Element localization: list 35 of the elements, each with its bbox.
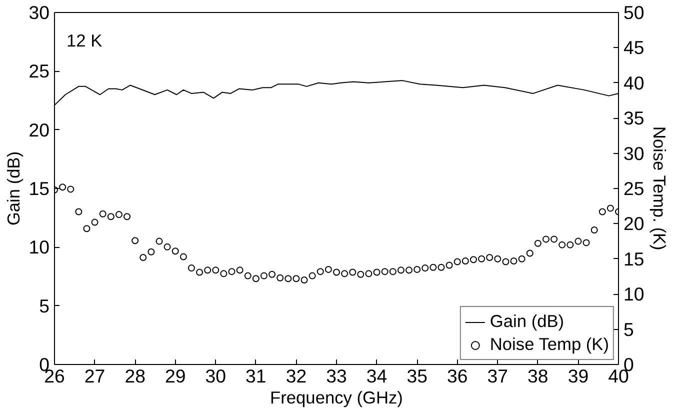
x-tick-label: 34 (366, 366, 388, 386)
y-tick-label: 10 (28, 236, 50, 258)
y-tick-label: 15 (28, 178, 50, 199)
y-tick-label: 25 (28, 60, 50, 82)
x-tick-label: 28 (124, 366, 146, 386)
x-tick-label: 30 (205, 366, 226, 386)
x-tick-label: 31 (246, 366, 266, 386)
y-axis-title: Gain (dB) (4, 151, 24, 226)
y2-tick-label: 50 (624, 2, 644, 23)
y2-tick-label: 5 (624, 318, 634, 340)
y-tick-label: 30 (28, 2, 50, 23)
y-tick-label: 20 (28, 119, 50, 140)
y2-tick-label: 30 (624, 142, 644, 164)
y2-tick-label: 35 (624, 108, 644, 129)
x-tick-label: 29 (164, 366, 186, 386)
annotation: 12 K (66, 30, 103, 50)
legend-label: Gain (dB) (490, 311, 564, 332)
y-tick-label: 5 (39, 295, 50, 316)
y2-tick-label: 40 (624, 72, 644, 94)
x-tick-label: 39 (568, 366, 589, 386)
y2-axis-title: Noise Temp. (K) (649, 126, 670, 250)
legend-label: Noise Temp (K) (490, 334, 609, 355)
y2-tick-label: 25 (624, 178, 644, 199)
y2-tick-label: 15 (624, 248, 644, 270)
y2-tick-label: 45 (624, 37, 644, 58)
x-tick-label: 38 (528, 366, 548, 386)
y2-tick-label: 20 (624, 213, 644, 234)
x-tick-label: 32 (286, 366, 307, 386)
x-axis-title: Frequency (GHz) (270, 388, 403, 408)
x-tick-label: 33 (326, 366, 347, 386)
x-tick-label: 36 (446, 366, 468, 386)
x-tick-label: 27 (84, 366, 106, 386)
y2-tick-label: 10 (624, 284, 644, 305)
x-tick-label: 37 (487, 366, 508, 386)
x-tick-label: 35 (406, 366, 428, 386)
